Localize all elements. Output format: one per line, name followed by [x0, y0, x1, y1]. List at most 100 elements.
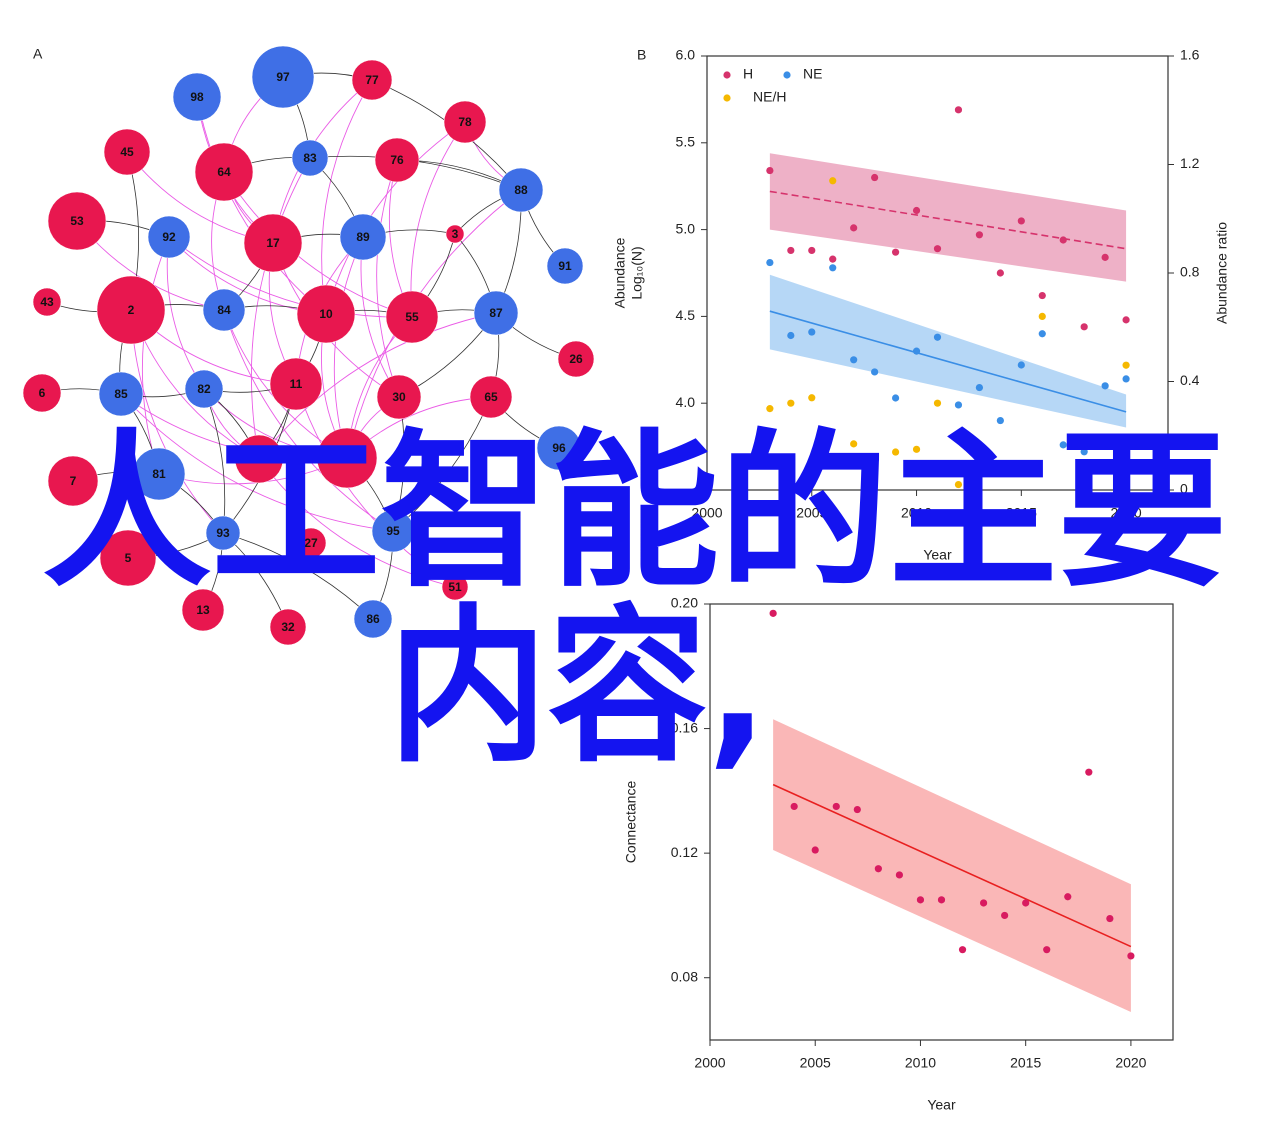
data-point — [1038, 291, 1046, 300]
network-node — [385, 290, 439, 344]
node-label: 30 — [392, 390, 406, 404]
network-edge — [376, 159, 400, 398]
data-point — [871, 173, 879, 182]
x-axis-label: Year — [923, 547, 952, 563]
node-label: 97 — [276, 70, 290, 84]
network-edge — [223, 309, 394, 532]
network-node — [205, 515, 241, 551]
data-point — [996, 416, 1004, 425]
network-node — [181, 588, 225, 632]
y2-tick-label: 0.8 — [1180, 264, 1200, 280]
node-label: 98 — [190, 90, 204, 104]
data-point — [1001, 911, 1009, 920]
data-point — [958, 946, 967, 954]
network-node — [269, 608, 307, 646]
node-label: 1 — [344, 451, 351, 465]
fit-line — [769, 310, 1127, 413]
data-point — [891, 248, 900, 256]
data-point — [1122, 316, 1130, 324]
node-label: 45 — [120, 145, 134, 159]
node-label: 27 — [304, 536, 318, 550]
node-label: 82 — [197, 382, 211, 396]
y2-tick-label: 0 — [1180, 481, 1188, 497]
data-point — [954, 480, 963, 489]
network-node — [445, 224, 465, 244]
x-tick-label: 2005 — [796, 505, 827, 521]
node-label: 2 — [128, 303, 135, 317]
node-label: 84 — [217, 303, 231, 317]
node-label: 26 — [569, 352, 583, 366]
network-node — [557, 340, 595, 378]
x-tick-label: 2015 — [1006, 505, 1037, 521]
chart: B 2000 2005 2010 2015 2020 4.0 4.5 5.0 5.5 6.0 0 0.4… — [612, 47, 1230, 563]
network-node — [339, 213, 387, 261]
charts: B 2000 2005 2010 2015 2020 4.0 4.5 5.0 5.5 6.0 0 0.4… — [612, 47, 1230, 1113]
confidence-band — [769, 153, 1127, 282]
network-node — [243, 213, 303, 273]
headline-text: 人工智能的主要 — [42, 414, 1227, 610]
data-point — [829, 264, 837, 272]
network-node — [99, 529, 157, 587]
data-point — [975, 231, 984, 239]
node-label: 5 — [125, 551, 132, 565]
chart: 2000 2005 2010 2015 2020 0.08 0.12 0.16 0.20 Year… — [623, 595, 1174, 1113]
data-point — [787, 246, 795, 255]
network-edge — [120, 393, 348, 460]
data-point — [1059, 236, 1067, 244]
node-label: 55 — [405, 310, 419, 324]
network-node — [473, 290, 519, 336]
node-label: 43 — [40, 295, 54, 309]
data-point — [954, 106, 963, 114]
node-label: 17 — [266, 236, 280, 250]
headline-text: 内容, — [388, 589, 768, 785]
data-point — [829, 177, 837, 185]
data-point — [853, 805, 861, 814]
data-point — [766, 405, 774, 413]
data-point — [1017, 217, 1025, 225]
node-label: 92 — [162, 230, 176, 244]
data-point — [1085, 768, 1093, 776]
network-node — [498, 167, 544, 213]
data-point — [1080, 448, 1088, 456]
x-tick-label: 2020 — [1111, 505, 1142, 521]
legend-label: NE/H — [753, 89, 786, 105]
network-node — [234, 434, 284, 484]
node-label: 89 — [356, 230, 370, 244]
y-tick-label: 0.16 — [671, 719, 698, 735]
network-node — [374, 137, 420, 183]
data-point — [874, 865, 882, 873]
y-axis-label: Abundance — [612, 237, 628, 308]
network-node — [132, 447, 186, 501]
data-point — [996, 269, 1004, 277]
x-tick-label: 2010 — [905, 1055, 936, 1071]
y-tick-label: 4.0 — [676, 394, 696, 410]
node-label: 6 — [39, 386, 46, 400]
network-node — [202, 288, 246, 332]
x-tick-label: 2000 — [694, 1055, 725, 1071]
data-point — [933, 399, 942, 407]
data-point — [979, 899, 988, 907]
data-point — [808, 246, 816, 255]
data-point — [1101, 382, 1109, 390]
data-point — [891, 448, 900, 456]
node-label: 88 — [514, 183, 528, 197]
node-label: 93 — [216, 526, 230, 540]
data-point — [895, 871, 904, 879]
y-tick-label: 0.20 — [671, 595, 698, 611]
node-label: 95 — [386, 524, 400, 538]
x-tick-label: 2005 — [800, 1055, 831, 1071]
network-node — [291, 139, 329, 177]
data-point — [1038, 330, 1046, 338]
data-point — [1043, 946, 1051, 954]
network-node — [32, 287, 62, 317]
confidence-band — [769, 274, 1127, 428]
x-tick-label: 2020 — [1115, 1055, 1146, 1071]
network-node — [47, 191, 107, 251]
y-axis-label: Connectance — [623, 781, 639, 864]
data-point — [1106, 914, 1114, 923]
fit-line — [772, 783, 1132, 948]
network-edge — [325, 121, 466, 315]
legend-label: H — [743, 66, 753, 82]
